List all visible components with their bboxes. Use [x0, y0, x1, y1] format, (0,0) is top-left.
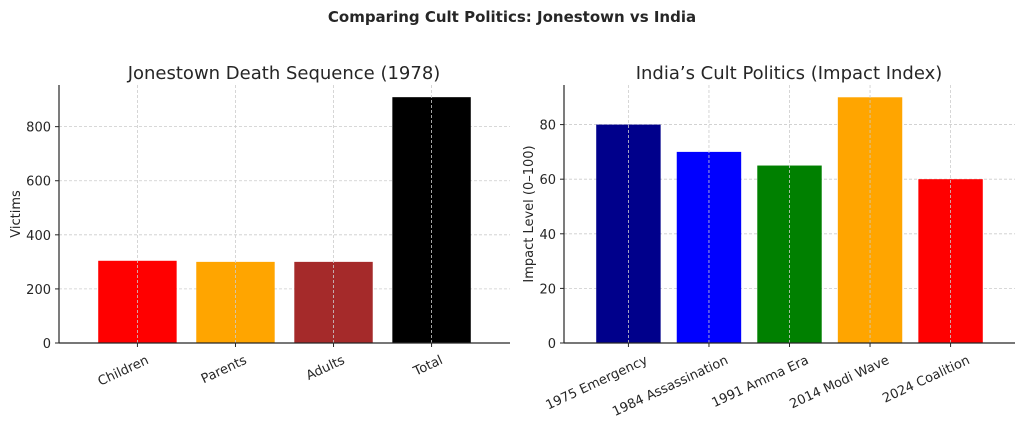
- y-tick-label: 0: [43, 337, 51, 352]
- chart-title: India’s Cult Politics (Impact Index): [636, 63, 943, 84]
- x-tick-label: Parents: [199, 353, 249, 387]
- y-tick-label: 40: [539, 228, 556, 243]
- figure-title: Comparing Cult Politics: Jonestown vs In…: [328, 8, 696, 26]
- x-tick-label: Adults: [304, 353, 347, 384]
- x-tick-label: Total: [410, 353, 445, 380]
- y-axis-label: Impact Level (0–100): [522, 145, 537, 282]
- chart-jonestown: Jonestown Death Sequence (1978) Victims …: [9, 63, 510, 389]
- y-tick-label: 400: [26, 229, 51, 244]
- y-tick-label: 800: [26, 121, 51, 136]
- y-tick-label: 200: [26, 283, 51, 298]
- x-tick-label: 2024 Coalition: [880, 353, 972, 406]
- x-tick-label: Children: [96, 353, 151, 389]
- y-tick-label: 0: [548, 337, 556, 352]
- y-axis-label: Victims: [9, 190, 24, 238]
- y-tick-label: 60: [539, 173, 556, 188]
- y-tick-label: 80: [539, 119, 556, 134]
- y-tick-label: 600: [26, 175, 51, 190]
- y-tick-label: 20: [539, 282, 556, 297]
- chart-title: Jonestown Death Sequence (1978): [127, 63, 441, 84]
- chart-india: India’s Cult Politics (Impact Index) Imp…: [522, 63, 1015, 420]
